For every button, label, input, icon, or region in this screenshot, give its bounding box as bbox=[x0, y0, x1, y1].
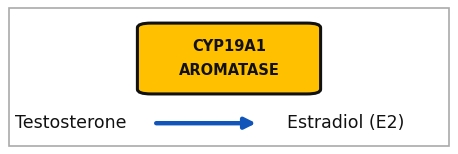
FancyBboxPatch shape bbox=[137, 23, 321, 94]
Text: CYP19A1: CYP19A1 bbox=[192, 39, 266, 54]
Text: Testosterone: Testosterone bbox=[15, 114, 127, 132]
Text: AROMATASE: AROMATASE bbox=[179, 63, 279, 78]
Text: Estradiol (E2): Estradiol (E2) bbox=[287, 114, 404, 132]
